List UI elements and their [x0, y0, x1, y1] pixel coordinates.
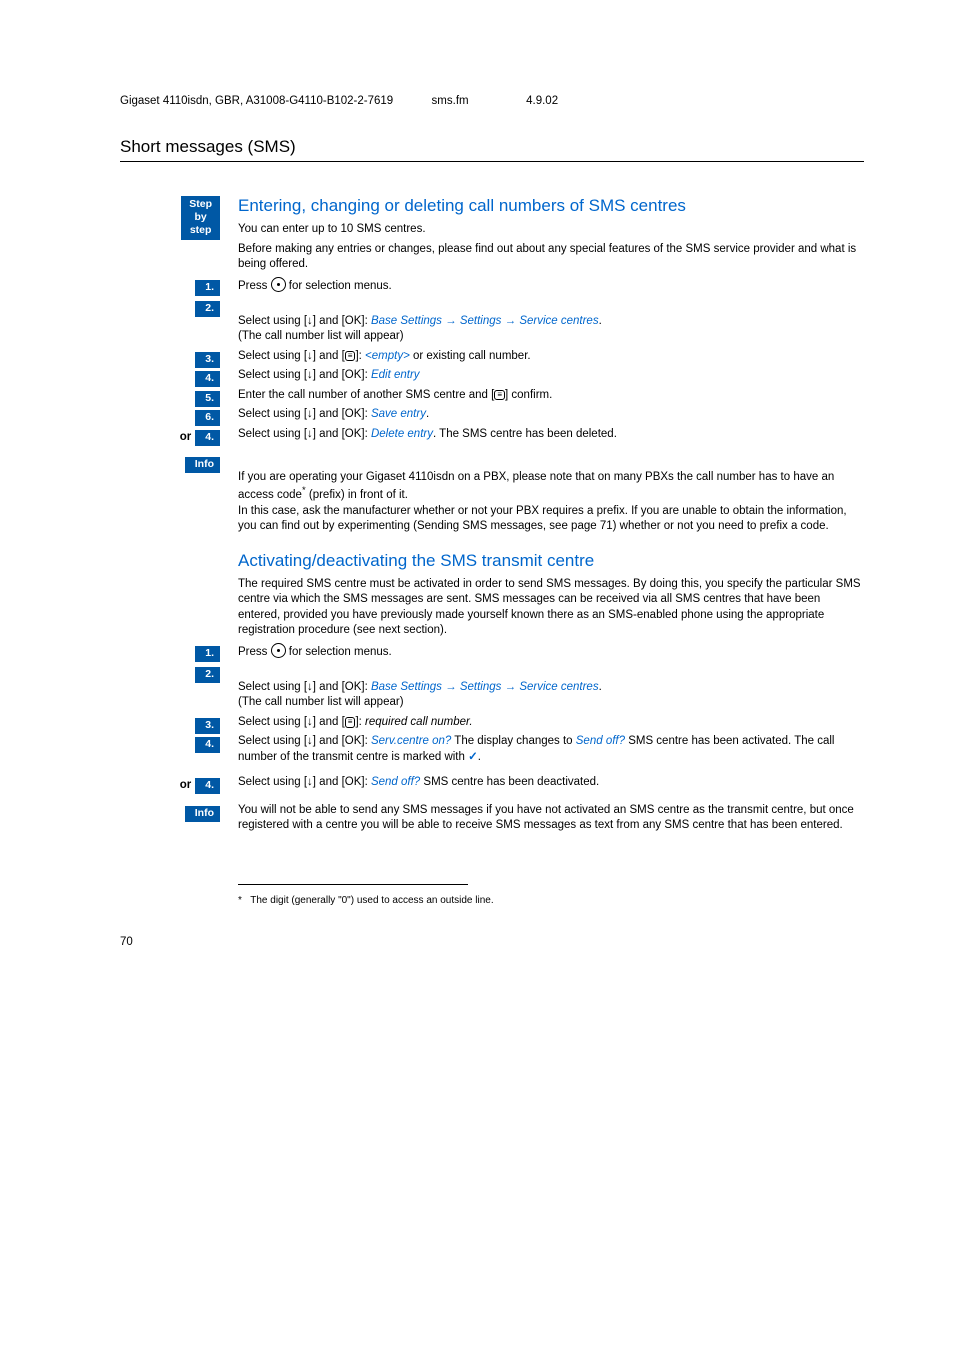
page-container: Gigaset 4110isdn, GBR, A31008-G4110-B102…	[0, 0, 954, 1008]
s2-1-text: Press for selection menus.	[238, 643, 864, 661]
s1-info-text: If you are operating your Gigaset 4110is…	[238, 454, 864, 534]
page-number: 70	[120, 936, 864, 948]
footnote-rule	[238, 884, 468, 885]
s2-4-text: Select using [↓] and [OK]: Serv.centre o…	[238, 734, 864, 765]
s1-1-text: Press for selection menus.	[238, 277, 864, 295]
badge-5: 5.	[195, 391, 220, 407]
row-s1-or4: or4. Select using [↓] and [OK]: Delete e…	[238, 427, 864, 443]
s1-or4-text: Select using [↓] and [OK]: Delete entry.…	[238, 427, 864, 443]
nav-icon	[271, 277, 286, 292]
footnote: * The digit (generally "0") used to acce…	[238, 895, 864, 906]
running-header: Gigaset 4110isdn, GBR, A31008-G4110-B102…	[120, 95, 864, 107]
section-title: Short messages (SMS)	[120, 137, 864, 162]
badge-3b: 3.	[195, 718, 220, 734]
s1-3-text: Select using [↓] and [≡]: <empty> or exi…	[238, 349, 864, 365]
heading-entering: Entering, changing or deleting call numb…	[238, 196, 864, 216]
content-area: Step by step Entering, changing or delet…	[238, 196, 864, 948]
row-s2-3: 3. Select using [↓] and [≡]: required ca…	[238, 715, 864, 731]
row-s1-3: 3. Select using [↓] and [≡]: <empty> or …	[238, 349, 864, 365]
s2-info-text: You will not be able to send any SMS mes…	[238, 803, 864, 834]
badge-4b: 4.	[195, 737, 220, 753]
badge-step-by-step: Step by step	[181, 196, 220, 240]
or-label: or	[180, 431, 192, 443]
badge-6: 6.	[195, 410, 220, 426]
intro1: You can enter up to 10 SMS centres.	[238, 222, 864, 238]
s2-3-text: Select using [↓] and [≡]: required call …	[238, 715, 864, 731]
badge-1: 1.	[195, 280, 220, 296]
intro2: Before making any entries or changes, pl…	[238, 242, 864, 273]
or-label-2: or	[180, 779, 192, 791]
badge-or4: 4.	[195, 430, 220, 446]
left-step-by-step: Step by step	[120, 196, 220, 240]
badge-3: 3.	[195, 352, 220, 368]
row-s1-1: 1. Press for selection menus.	[238, 277, 864, 295]
row-s2-2: 2. Select using [↓] and [OK]: Base Setti…	[238, 664, 864, 711]
row-s1-4: 4. Select using [↓] and [OK]: Edit entry	[238, 368, 864, 384]
badge-2b: 2.	[195, 667, 220, 683]
s1-5-text: Enter the call number of another SMS cen…	[238, 388, 864, 404]
row-s1-info: Info If you are operating your Gigaset 4…	[238, 454, 864, 534]
menu-icon: ≡	[345, 351, 356, 362]
header-middle: sms.fm	[432, 95, 469, 107]
row-heading-1: Step by step Entering, changing or delet…	[238, 196, 864, 273]
badge-4: 4.	[195, 371, 220, 387]
row-s2-1: 1. Press for selection menus.	[238, 643, 864, 661]
row-s2-4: 4. Select using [↓] and [OK]: Serv.centr…	[238, 734, 864, 765]
row-s1-5: 5. Enter the call number of another SMS …	[238, 388, 864, 404]
row-s2-info: Info You will not be able to send any SM…	[238, 803, 864, 834]
badge-2: 2.	[195, 301, 220, 317]
row-s1-2: 2. Select using [↓] and [OK]: Base Setti…	[238, 298, 864, 345]
menu-icon: ≡	[494, 390, 505, 401]
nav-icon	[271, 643, 286, 658]
badge-info-2: Info	[185, 806, 220, 822]
s1-2-text: Select using [↓] and [OK]: Base Settings…	[238, 298, 864, 345]
s2-or4-text: Select using [↓] and [OK]: Send off? SMS…	[238, 775, 864, 791]
row-heading-2: Activating/deactivating the SMS transmit…	[238, 551, 864, 639]
header-right: 4.9.02	[526, 95, 558, 107]
s2-intro: The required SMS centre must be activate…	[238, 577, 864, 639]
badge-or4b: 4.	[195, 778, 220, 794]
row-s2-or4: or4. Select using [↓] and [OK]: Send off…	[238, 775, 864, 791]
badge-1b: 1.	[195, 646, 220, 662]
row-s1-6: 6. Select using [↓] and [OK]: Save entry…	[238, 407, 864, 423]
s2-2-text: Select using [↓] and [OK]: Base Settings…	[238, 664, 864, 711]
s1-6-text: Select using [↓] and [OK]: Save entry.	[238, 407, 864, 423]
s1-4-text: Select using [↓] and [OK]: Edit entry	[238, 368, 864, 384]
check-icon: ✓	[468, 751, 478, 763]
header-left: Gigaset 4110isdn, GBR, A31008-G4110-B102…	[120, 95, 393, 107]
badge-info: Info	[185, 457, 220, 473]
menu-icon: ≡	[345, 717, 356, 728]
heading-activating: Activating/deactivating the SMS transmit…	[238, 551, 864, 571]
